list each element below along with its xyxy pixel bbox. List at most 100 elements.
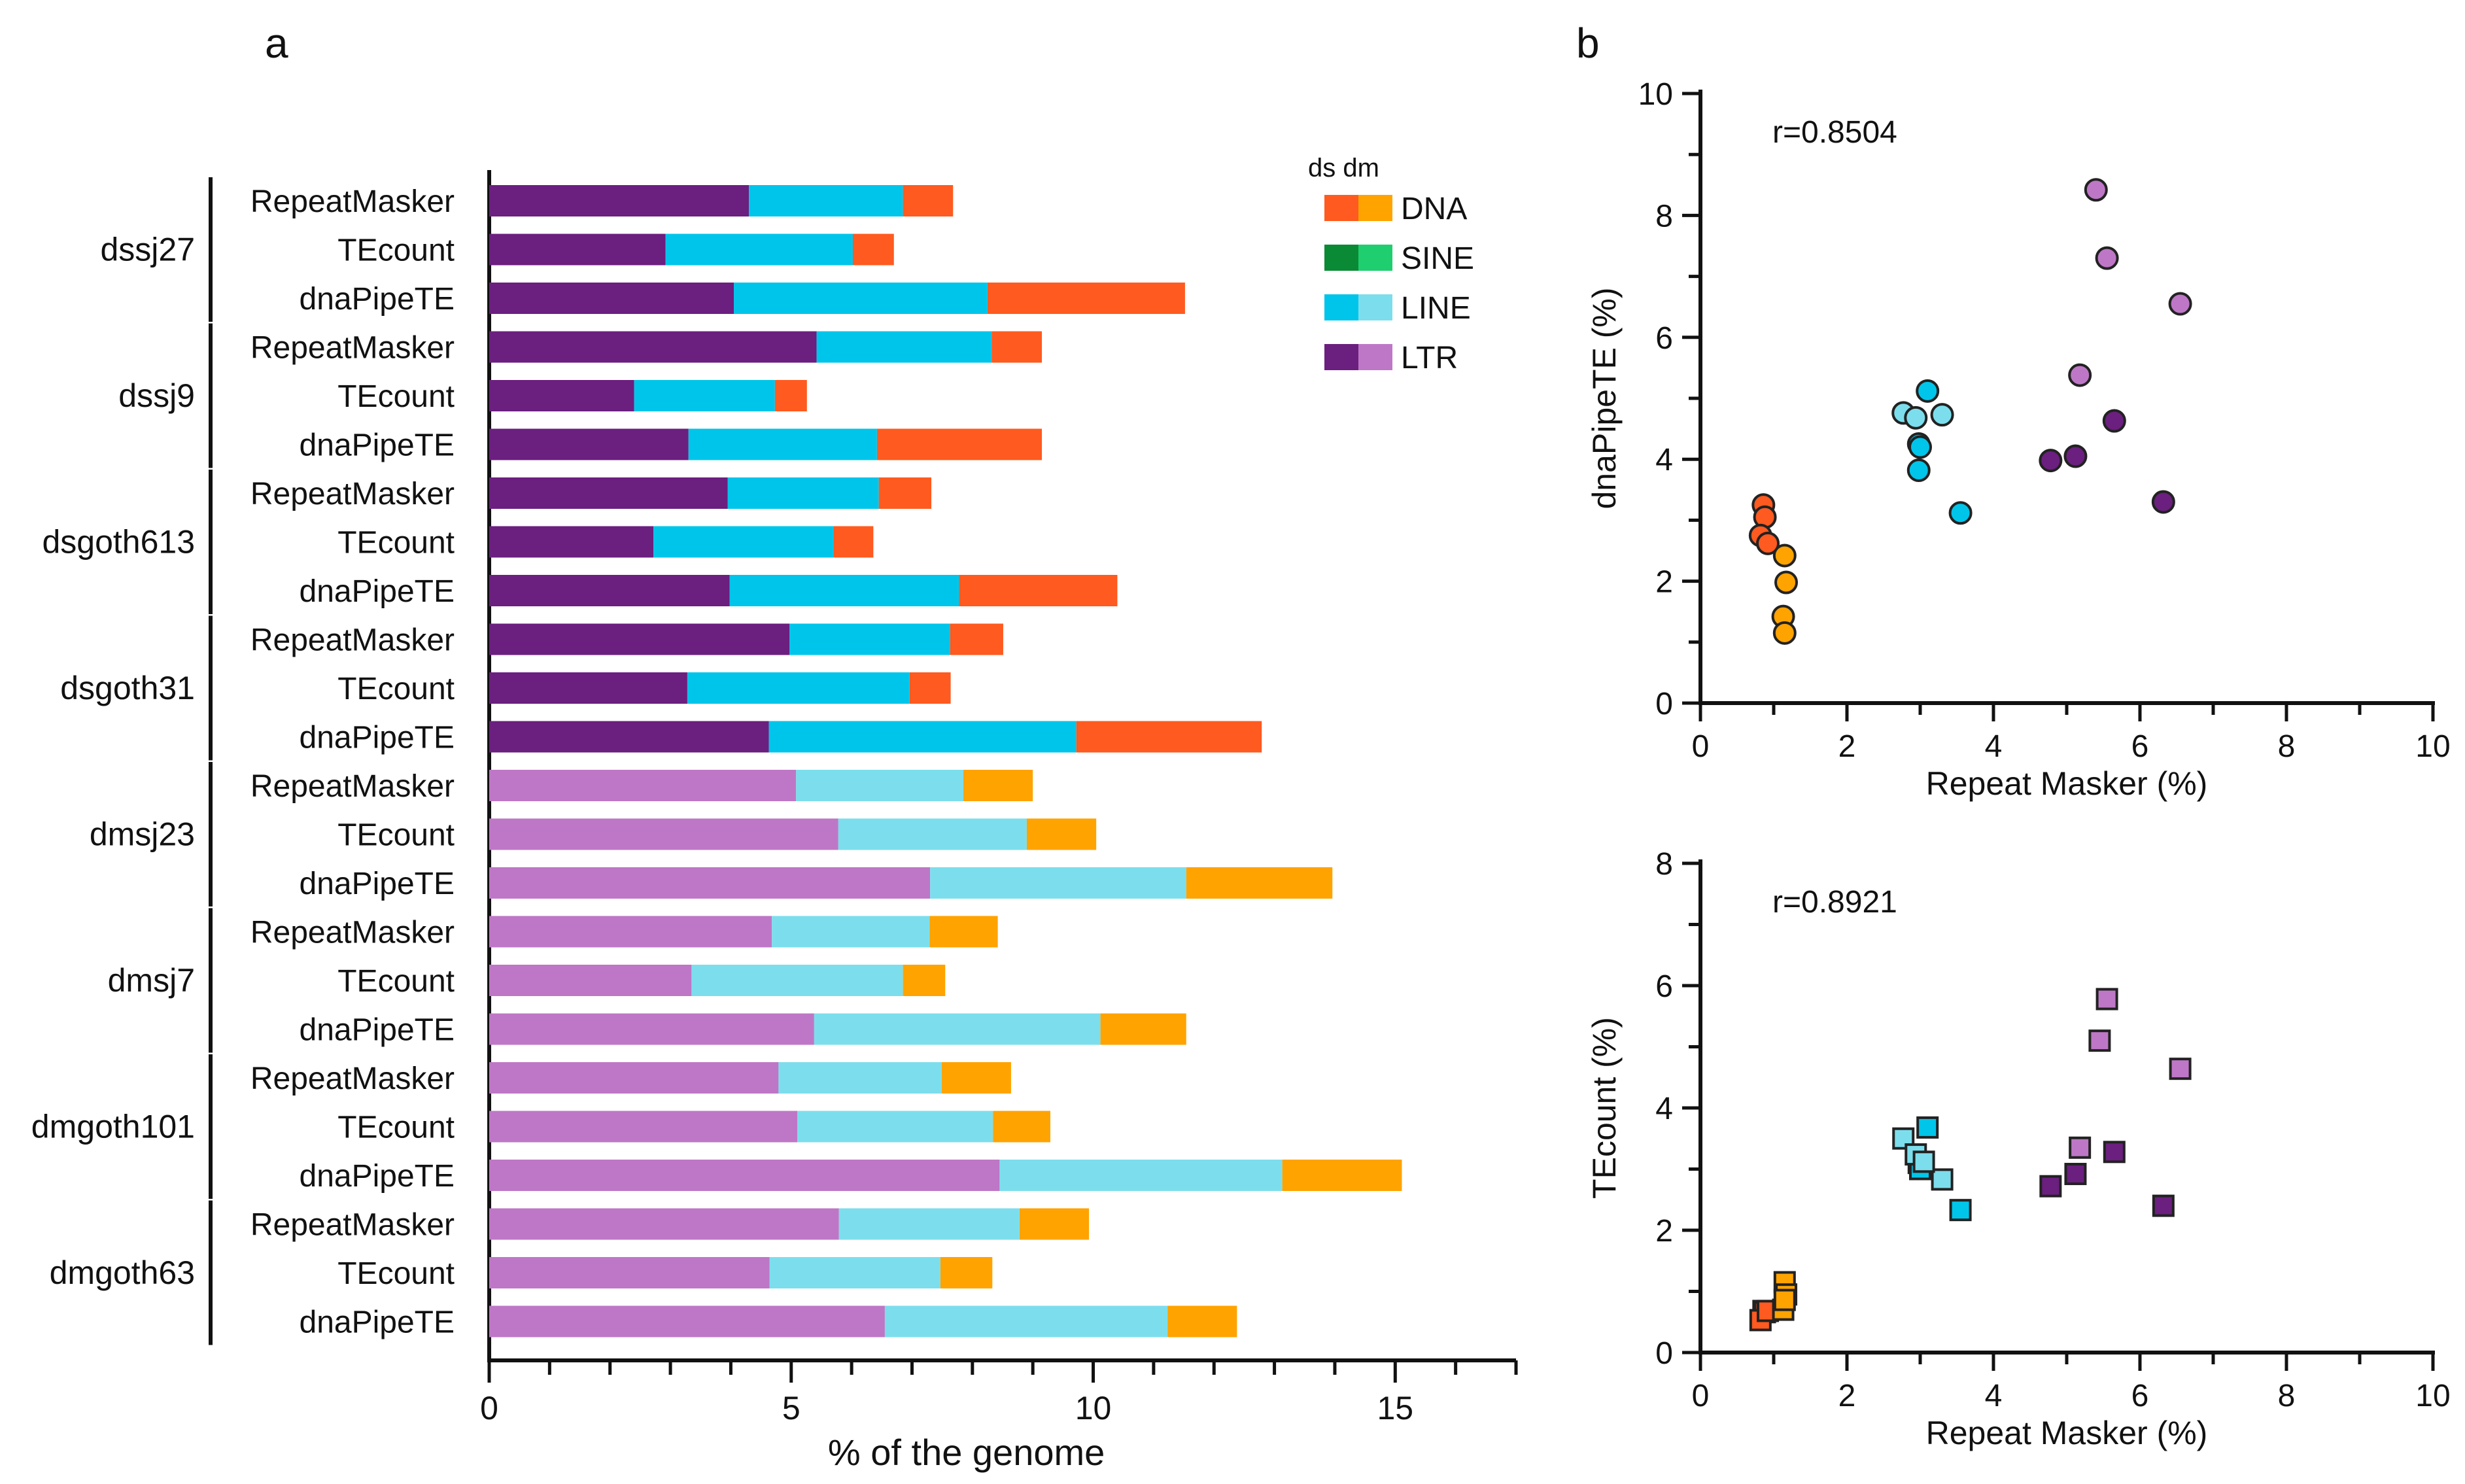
- row-label-dnapipete: dnaPipeTE: [300, 1013, 455, 1048]
- row-label-tecount: TEcount: [337, 1256, 455, 1291]
- bar-dsgoth31-dnapipete-line: [768, 721, 1077, 753]
- row-label-tecount: TEcount: [337, 526, 455, 561]
- row-label-repeatmasker: RepeatMasker: [250, 1061, 455, 1096]
- bar-dssj27-dnapipete-ltr: [489, 283, 734, 314]
- bar-dmsj23-tecount-line: [838, 818, 1027, 850]
- row-label-dnapipete: dnaPipeTE: [300, 428, 455, 463]
- bar-dsgoth31-repeatmasker-line: [789, 623, 950, 655]
- bar-dssj27-tecount-dna: [852, 233, 894, 266]
- bar-dsgoth31-tecount-ltr: [489, 672, 687, 704]
- bar-dssj9-tecount-line: [634, 380, 775, 411]
- bar-dmgoth63-repeatmasker-dna: [1019, 1208, 1090, 1240]
- panel-label-b: b: [1576, 20, 1600, 67]
- point-ds-ltr: [2102, 409, 2126, 433]
- x-tick-label: 6: [2131, 729, 2149, 764]
- legend-swatch-dm-ltr: [1358, 344, 1392, 370]
- bar-dsgoth31-tecount-line: [687, 672, 910, 704]
- bar-dmsj23-dnapipete-line: [930, 867, 1186, 899]
- y-tick-label: 10: [1638, 77, 1673, 112]
- legend-swatch-ds-line: [1324, 294, 1358, 320]
- legend-swatch-dm-line: [1358, 294, 1392, 320]
- bar-dmgoth101-repeatmasker-line: [778, 1062, 942, 1094]
- bar-dmgoth101-dnapipete-ltr: [489, 1160, 1000, 1191]
- y-tick-label: 0: [1655, 1336, 1673, 1371]
- point-dm-ltr: [2069, 1136, 2092, 1159]
- bar-dsgoth613-dnapipete-line: [729, 575, 959, 606]
- legend-swatch-ds-sine: [1324, 245, 1358, 271]
- legend-header: ds dm: [1308, 154, 1379, 182]
- point-dm-ltr: [2088, 1029, 2111, 1052]
- x-tick-label: 8: [2278, 729, 2296, 764]
- row-label-dnapipete: dnaPipeTE: [300, 721, 455, 755]
- correlation-annotation: r=0.8504: [1772, 115, 1897, 150]
- bar-dmgoth63-repeatmasker-ltr: [489, 1208, 839, 1240]
- legend-swatch-ds-dna: [1324, 195, 1358, 221]
- x-tick-label: 2: [1838, 729, 1856, 764]
- bar-dsgoth31-dnapipete-dna: [1076, 721, 1262, 753]
- group-label-dsgoth31: dsgoth31: [60, 670, 195, 706]
- bar-dssj9-repeatmasker-ltr: [489, 331, 817, 363]
- row-label-repeatmasker: RepeatMasker: [250, 477, 455, 511]
- point-ds-line: [1948, 501, 1973, 525]
- x-tick-label: 10: [2415, 1379, 2450, 1413]
- x-tick-label: 4: [1985, 1379, 2003, 1413]
- x-tick-label: 0: [1692, 729, 1710, 764]
- scatter-plot-dnapipete: 0 2 4 6 8 10 0 2 4 6 8 10 Repeat Masker (%) dnaPipeTE…: [1586, 77, 2451, 802]
- row-label-repeatmasker: RepeatMasker: [250, 184, 455, 219]
- panel-label-a: a: [265, 20, 288, 67]
- bar-dmgoth101-repeatmasker-ltr: [489, 1062, 779, 1094]
- row-label-tecount: TEcount: [337, 379, 455, 414]
- row-label-repeatmasker: RepeatMasker: [250, 916, 455, 950]
- x-tick-label: 6: [2131, 1379, 2149, 1413]
- point-dm-ltr: [2169, 1058, 2192, 1080]
- point-ds-line: [1906, 458, 1931, 482]
- row-label-dnapipete: dnaPipeTE: [300, 1159, 455, 1194]
- point-ds-ltr: [2064, 1162, 2087, 1185]
- bar-dmsj23-repeatmasker-dna: [963, 770, 1033, 801]
- point-ds-ltr: [2151, 490, 2175, 514]
- bar-dmsj7-tecount-line: [691, 965, 903, 996]
- point-dm-dna: [1772, 621, 1797, 645]
- bar-dmsj7-tecount-ltr: [489, 965, 692, 996]
- bar-dssj9-tecount-dna: [774, 380, 807, 411]
- y-tick-label: 2: [1655, 1214, 1673, 1249]
- point-ds-ltr: [2039, 449, 2063, 473]
- y-tick-label: 6: [1655, 969, 1673, 1004]
- legend-swatch-dm-dna: [1358, 195, 1392, 221]
- row-label-repeatmasker: RepeatMasker: [250, 623, 455, 658]
- bar-dmgoth101-tecount-ltr: [489, 1111, 797, 1143]
- bar-dssj27-dnapipete-dna: [987, 283, 1185, 314]
- bar-dsgoth613-repeatmasker-line: [727, 477, 879, 509]
- bar-dssj9-repeatmasker-line: [816, 331, 992, 363]
- legend-swatch-dm-sine: [1358, 245, 1392, 271]
- y-tick-label: 2: [1655, 565, 1673, 600]
- point-ds-line: [1908, 435, 1932, 459]
- legend-label-sine: SINE: [1401, 241, 1474, 276]
- point-dm-ltr: [2095, 246, 2119, 270]
- bar-dssj27-repeatmasker-ltr: [489, 185, 750, 216]
- row-label-dnapipete: dnaPipeTE: [300, 282, 455, 317]
- y-tick-label: 4: [1655, 1092, 1673, 1126]
- group-label-dmgoth63: dmgoth63: [50, 1254, 195, 1291]
- bar-dmgoth101-tecount-dna: [993, 1111, 1050, 1143]
- x-tick-label: 0: [480, 1390, 498, 1426]
- bar-dmgoth101-repeatmasker-dna: [941, 1062, 1011, 1094]
- point-dm-line: [1931, 1168, 1954, 1191]
- bar-dsgoth613-tecount-ltr: [489, 526, 654, 558]
- bar-dmsj7-repeatmasker-ltr: [489, 916, 772, 948]
- bar-dmsj23-dnapipete-ltr: [489, 867, 931, 899]
- row-label-dnapipete: dnaPipeTE: [300, 574, 455, 609]
- point-dm-dna: [1772, 544, 1797, 568]
- bar-dssj9-dnapipete-line: [688, 428, 877, 460]
- point-ds-line: [1916, 379, 1940, 403]
- bar-dmgoth101-dnapipete-line: [999, 1160, 1283, 1191]
- row-label-dnapipete: dnaPipeTE: [300, 1305, 455, 1340]
- point-ds-ltr: [2063, 444, 2088, 468]
- bar-dsgoth613-tecount-line: [653, 526, 834, 558]
- legend-swatch-ds-ltr: [1324, 344, 1358, 370]
- bar-dssj27-repeatmasker-dna: [903, 185, 954, 216]
- x-tick-label: 2: [1838, 1379, 1856, 1413]
- y-tick-label: 8: [1655, 847, 1673, 882]
- y-tick-label: 0: [1655, 687, 1673, 721]
- point-dm-dna: [1774, 570, 1799, 595]
